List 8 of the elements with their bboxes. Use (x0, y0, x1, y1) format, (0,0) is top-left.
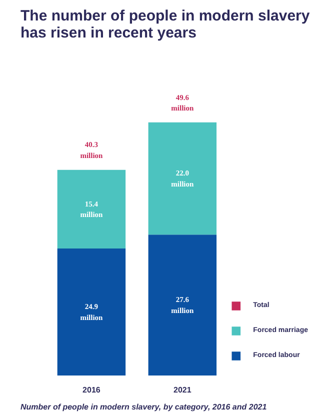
x-tick-label: 2016 (82, 386, 101, 394)
bar (148, 234, 217, 376)
text: Number of people in modern slavery, by category, 2016 and 2021 (20, 402, 268, 412)
bar (57, 170, 126, 248)
bar (148, 122, 217, 235)
x-tick-label: 2021 (174, 386, 192, 394)
chart-title: The number of people in modern slavery has risen in recent years (20, 8, 310, 42)
bar (57, 248, 126, 376)
